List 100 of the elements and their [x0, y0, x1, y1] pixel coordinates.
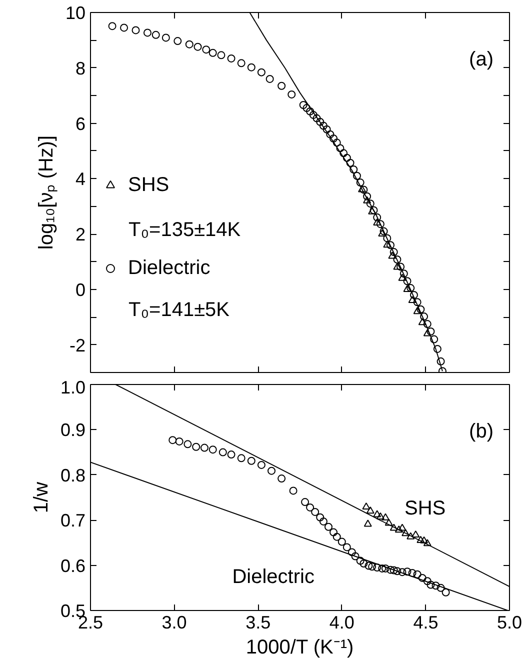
point: [403, 284, 412, 292]
annotation: (b): [469, 420, 494, 442]
point: [316, 513, 324, 522]
annotation: (a): [469, 48, 494, 70]
y-tick-label: 10: [65, 3, 86, 23]
point: [416, 536, 425, 543]
y-tick-label: -2: [69, 335, 86, 356]
x-tick-label: 5.0: [496, 612, 522, 632]
point: [442, 588, 450, 596]
point: [393, 567, 402, 576]
point: [342, 543, 351, 552]
point: [208, 446, 217, 454]
x-tick-label: 3.0: [162, 612, 187, 632]
point: [418, 318, 426, 326]
point: [301, 498, 310, 506]
point: [184, 440, 192, 448]
point: [436, 584, 445, 592]
point: [351, 552, 360, 560]
point: [381, 564, 390, 572]
point: [192, 442, 200, 451]
point: [360, 560, 368, 568]
point: [373, 564, 382, 572]
point: [247, 456, 256, 465]
point: [403, 568, 412, 576]
y-tick-label: 0.7: [60, 510, 86, 531]
point: [358, 185, 366, 192]
y-tick-label: 8: [75, 58, 86, 78]
point: [200, 444, 208, 452]
annotation: T₀=135±14K: [128, 219, 242, 242]
annotation: SHS: [404, 498, 446, 520]
point: [413, 570, 422, 578]
point: [364, 520, 372, 527]
point: [378, 229, 386, 237]
point: [423, 577, 432, 586]
point: [168, 436, 177, 444]
point: [363, 196, 372, 204]
point: [348, 548, 356, 556]
point: [390, 566, 398, 574]
point: [423, 329, 432, 336]
point: [368, 207, 376, 214]
point: [386, 566, 395, 574]
point: [306, 503, 314, 512]
y-tick-label: 1.0: [60, 378, 86, 398]
point: [412, 530, 420, 538]
point: [324, 522, 332, 531]
line-series: [249, 12, 443, 372]
point: [393, 262, 402, 270]
point: [384, 518, 393, 526]
y-tick-label: 2: [75, 224, 86, 245]
point: [268, 466, 276, 475]
point: [381, 513, 390, 520]
point: [373, 218, 382, 226]
point: [390, 524, 398, 531]
point: [366, 506, 374, 514]
point: [383, 240, 392, 248]
point: [388, 252, 396, 259]
point: [330, 528, 338, 536]
point: [398, 524, 406, 531]
point: [402, 529, 410, 536]
point: [432, 582, 440, 590]
annotation: Dielectric: [232, 566, 314, 588]
x-tick-label: 3.5: [246, 612, 271, 632]
point: [338, 538, 346, 546]
point: [332, 532, 341, 541]
point: [364, 562, 373, 570]
point: [408, 296, 416, 304]
point: [378, 564, 386, 572]
y-tick-label: 0.9: [60, 420, 86, 440]
annotation: T₀=141±5K: [128, 299, 230, 322]
point: [356, 556, 364, 565]
point: [257, 460, 266, 469]
point: [398, 274, 406, 281]
point: [227, 450, 236, 459]
point: [408, 568, 416, 577]
point: [237, 454, 246, 462]
point: [426, 580, 435, 589]
point: [398, 568, 406, 576]
point: [311, 508, 320, 516]
point: [373, 510, 382, 518]
y-tick-label: 0: [75, 280, 86, 300]
point: [376, 512, 384, 520]
y-tick-label: 0.8: [60, 465, 86, 486]
point: [423, 539, 432, 546]
point: [362, 502, 370, 510]
x-tick-label: 4.0: [329, 612, 354, 632]
point: [413, 307, 422, 314]
y-tick-label: 6: [75, 114, 86, 134]
point: [289, 486, 298, 495]
point: [368, 562, 376, 571]
y-tick-label: 4: [75, 169, 86, 190]
point: [394, 526, 403, 533]
x-axis-title: 1000/T (K⁻¹): [246, 636, 354, 658]
point: [418, 574, 426, 582]
y-axis-title: 1/w: [30, 481, 52, 514]
point: [420, 536, 428, 544]
point: [406, 532, 415, 540]
point: [218, 448, 227, 456]
legend-label: SHS: [128, 174, 170, 197]
point: [175, 437, 184, 446]
legend-label: Dielectric: [128, 256, 210, 280]
